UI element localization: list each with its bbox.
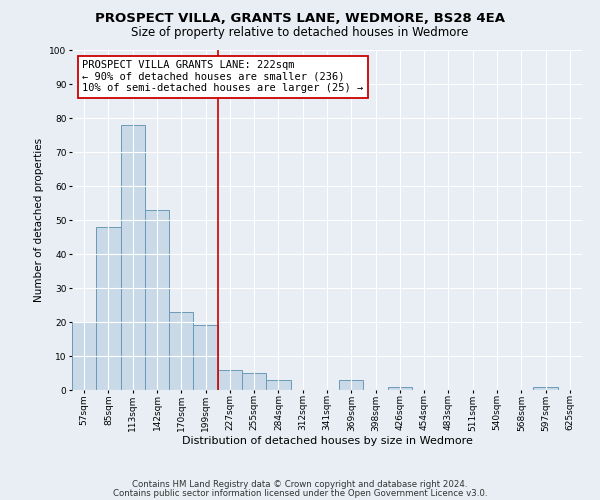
Text: PROSPECT VILLA GRANTS LANE: 222sqm
← 90% of detached houses are smaller (236)
10: PROSPECT VILLA GRANTS LANE: 222sqm ← 90%… [82,60,364,94]
Bar [121,125,145,390]
Bar [193,326,218,390]
Bar [242,373,266,390]
Bar [218,370,242,390]
Bar [266,380,290,390]
Bar [169,312,193,390]
Bar [96,227,121,390]
Bar [533,386,558,390]
Bar [72,322,96,390]
Bar [145,210,169,390]
Text: Contains public sector information licensed under the Open Government Licence v3: Contains public sector information licen… [113,490,487,498]
Bar [388,386,412,390]
X-axis label: Distribution of detached houses by size in Wedmore: Distribution of detached houses by size … [182,436,472,446]
Bar [339,380,364,390]
Text: PROSPECT VILLA, GRANTS LANE, WEDMORE, BS28 4EA: PROSPECT VILLA, GRANTS LANE, WEDMORE, BS… [95,12,505,26]
Y-axis label: Number of detached properties: Number of detached properties [34,138,44,302]
Text: Size of property relative to detached houses in Wedmore: Size of property relative to detached ho… [131,26,469,39]
Text: Contains HM Land Registry data © Crown copyright and database right 2024.: Contains HM Land Registry data © Crown c… [132,480,468,489]
